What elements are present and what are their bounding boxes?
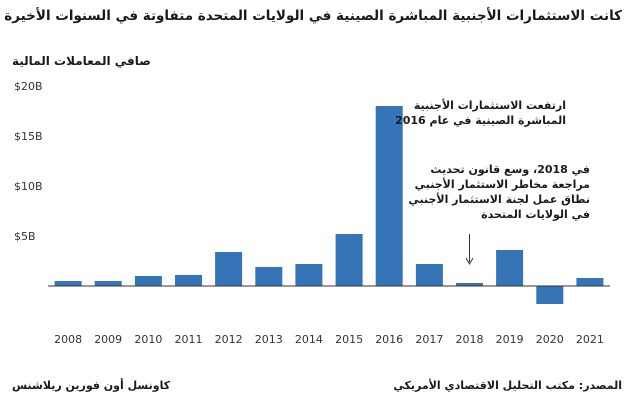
x-tick-label: 2021 [576, 333, 604, 346]
bar-2008 [54, 281, 82, 286]
x-tick-label: 2011 [175, 333, 203, 346]
annotation-2018: في 2018، وسع قانون تحديث مراجعة مخاطر ال… [408, 163, 590, 222]
annotation-2018-line: مراجعة مخاطر الاستثمار الأجنبي [414, 177, 590, 191]
y-tick-label: $5B [14, 230, 36, 243]
annotation-2018-line: في 2018، وسع قانون تحديث [430, 163, 590, 176]
bar-2009 [94, 281, 122, 286]
annotation-2018-line: نطاق عمل لجنة الاستثمار الأجنبي [408, 192, 590, 206]
bar-2010 [134, 276, 162, 286]
bar-2016 [375, 106, 403, 286]
bar-2012 [215, 252, 243, 286]
annotation-arrow-head [465, 257, 474, 265]
organization-name: كاونسل أون فورين ريلاشنس [12, 379, 171, 392]
x-tick-label: 2014 [295, 333, 323, 346]
bar-2017 [415, 264, 443, 286]
annotation-2016-line: المباشرة الصينية في عام 2016 [395, 113, 566, 127]
x-tick-label: 2018 [456, 333, 484, 346]
bar-2019 [496, 250, 524, 286]
annotation-2016-line: ارتفعت الاستثمارات الأجنبية [413, 99, 566, 112]
x-tick-label: 2012 [215, 333, 243, 346]
chart-title: كانت الاستثمارات الأجنبية المباشرة الصين… [4, 8, 622, 24]
y-tick-label: $10B [14, 180, 43, 193]
annotation-2018-line: في الولايات المتحدة [481, 207, 590, 221]
source-note: المصدر: مكتب التحليل الاقتصادي الأمريكي [393, 379, 622, 392]
y-axis-label: صافي المعاملات المالية [12, 54, 151, 68]
x-tick-label: 2015 [335, 333, 363, 346]
bar-2021 [576, 278, 604, 286]
x-tick-label: 2008 [54, 333, 82, 346]
bar-2014 [295, 264, 323, 286]
x-tick-label: 2009 [94, 333, 122, 346]
x-tick-label: 2020 [536, 333, 564, 346]
bar-2020 [536, 286, 564, 304]
bar-2018 [456, 283, 483, 286]
x-tick-label: 2013 [255, 333, 283, 346]
annotation-2016: ارتفعت الاستثمارات الأجنبية المباشرة الص… [395, 99, 566, 129]
x-tick-label: 2019 [496, 333, 524, 346]
x-tick-label: 2010 [134, 333, 162, 346]
y-tick-label: $20B [14, 80, 43, 93]
bar-2015 [335, 234, 363, 286]
bar-2013 [255, 267, 283, 286]
bar-2011 [175, 275, 202, 286]
x-tick-label: 2017 [415, 333, 443, 346]
y-tick-label: $15B [14, 130, 43, 143]
x-tick-label: 2016 [375, 333, 403, 346]
